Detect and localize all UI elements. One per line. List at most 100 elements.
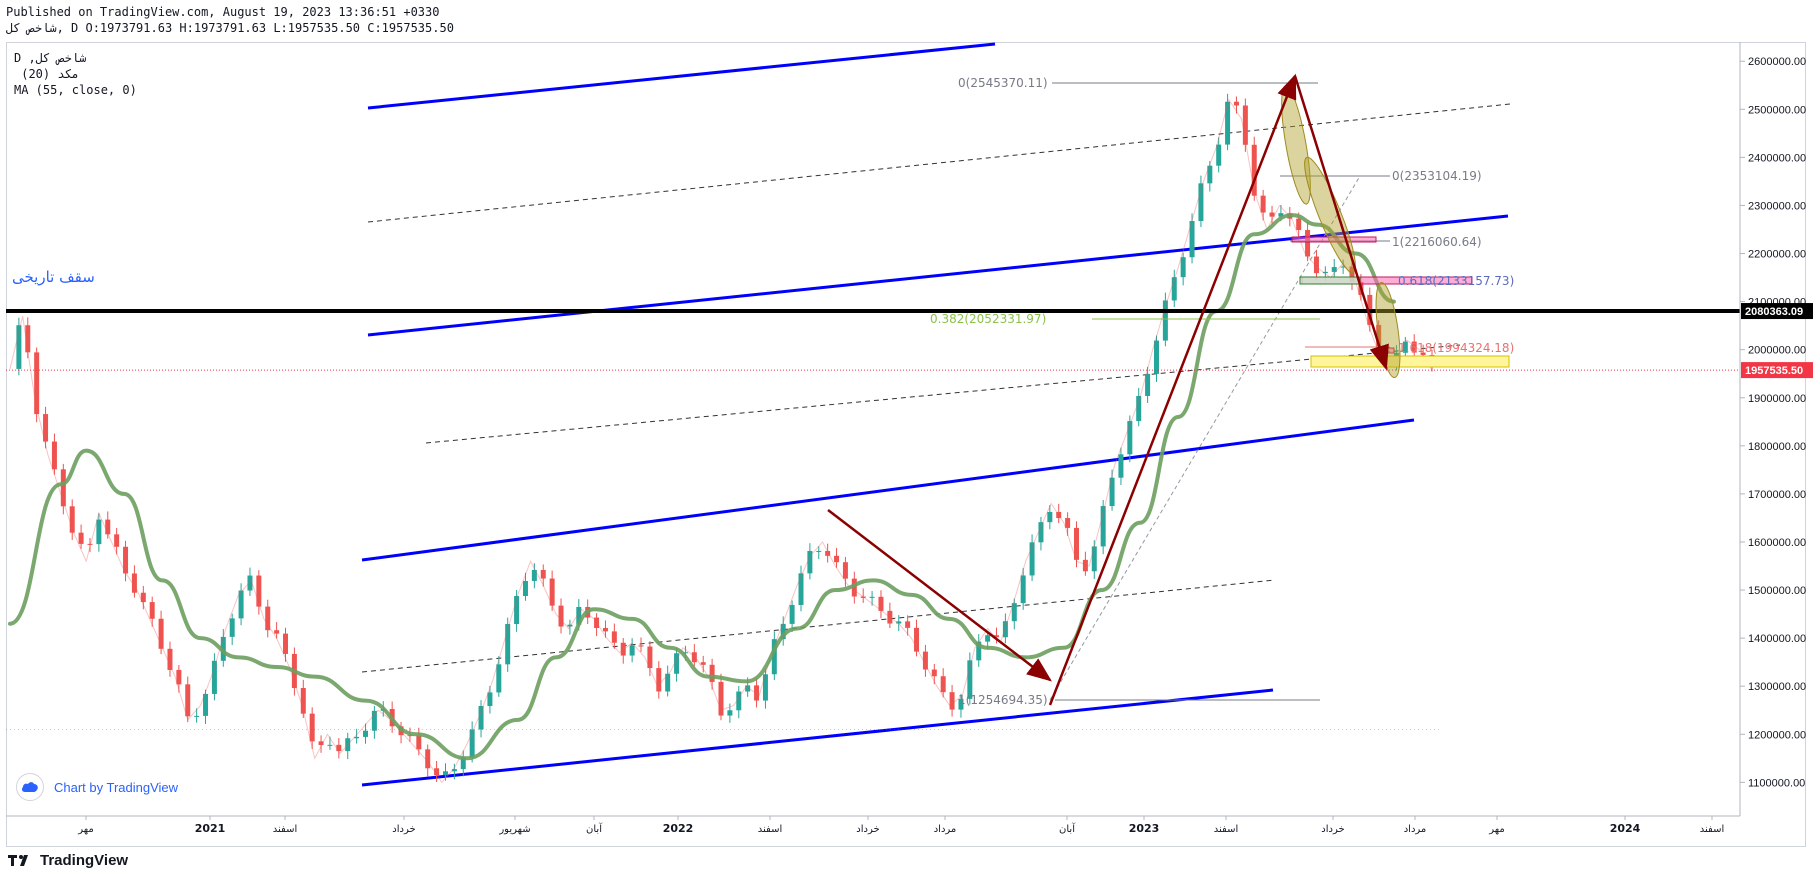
fib-guide-line <box>1049 175 1361 701</box>
candle-body <box>629 645 635 656</box>
x-tick-label: 2021 <box>195 822 226 835</box>
y-axis: 2600000.00 2500000.00 2400000.00 2300000.00… <box>1739 42 1813 816</box>
trend-arrow <box>1048 73 1297 706</box>
candle-body <box>176 669 182 685</box>
indicator-legend[interactable]: D ,شاخص کل (20) مکد MA (55, close, 0) <box>14 50 137 98</box>
candle-body <box>96 519 102 545</box>
legend-macd[interactable]: (20) مکد <box>14 67 80 81</box>
footer-logo-text[interactable]: TradingView <box>40 851 129 869</box>
candle-body <box>869 596 875 598</box>
candle-body <box>985 635 991 642</box>
candle-body <box>265 606 271 631</box>
candle-body <box>1082 559 1088 572</box>
candle-body <box>274 630 280 634</box>
x-tick-label: خرداد <box>392 824 415 835</box>
candle-body <box>1340 266 1346 268</box>
candle-body <box>754 685 760 701</box>
candle-body <box>1322 271 1328 274</box>
candle-body <box>318 741 324 746</box>
candle-body <box>478 705 484 730</box>
candle-body <box>469 729 475 758</box>
chart-frame <box>6 42 1806 847</box>
candle-body <box>105 519 111 535</box>
y-tick-label: 1800000.00 <box>1748 441 1806 453</box>
candle-body <box>594 617 600 629</box>
x-tick-label: مرداد <box>1404 824 1427 835</box>
candle-body <box>1349 266 1355 282</box>
y-tick-label: 1500000.00 <box>1748 585 1806 597</box>
candle-body <box>914 627 920 652</box>
candle-body <box>665 673 671 692</box>
candle-body <box>238 590 244 619</box>
candle-body <box>407 735 413 737</box>
y-tick-label: 1600000.00 <box>1748 537 1806 549</box>
candle-body <box>1242 105 1248 145</box>
dashed-channel-line <box>367 103 1511 223</box>
drawings-back-layer <box>361 42 1511 787</box>
price-axis-label-bg <box>1741 362 1813 379</box>
candle-body <box>60 469 66 507</box>
candle-body <box>34 352 40 415</box>
candle-body <box>1056 511 1062 519</box>
candle-body <box>1411 341 1417 353</box>
x-tick-label: اسفند <box>758 824 782 835</box>
candle-body <box>1420 352 1426 355</box>
candle-body <box>1189 220 1195 258</box>
moving-average-layer <box>8 213 1396 761</box>
fib-label-0-top: 0(2545370.11) <box>958 76 1048 90</box>
x-tick-label: اسفند <box>273 824 297 835</box>
candle-body <box>816 550 822 552</box>
highlight-ellipse <box>1375 281 1401 379</box>
candle-body <box>602 628 608 632</box>
x-tick-label: 2023 <box>1129 822 1160 835</box>
candle-body <box>140 592 146 603</box>
price-series-line <box>9 98 1433 784</box>
candle-body <box>16 325 22 369</box>
candle-body <box>434 768 440 776</box>
candle-body <box>514 596 520 624</box>
candle-body <box>1136 395 1142 422</box>
candle-body <box>1331 267 1337 272</box>
chart-by-label[interactable]: Chart by TradingView <box>54 779 179 795</box>
candle-body <box>123 546 129 574</box>
candle-body <box>211 660 217 694</box>
x-tick-label: 2024 <box>1610 822 1641 835</box>
chart-by-badge[interactable]: Chart by TradingView <box>16 772 178 802</box>
published-line: Published on TradingView.com, August 19,… <box>6 5 440 19</box>
candle-body <box>709 664 715 682</box>
support-zone-box <box>1310 355 1510 368</box>
candle-body <box>620 642 626 656</box>
legend-ma[interactable]: MA (55, close, 0) <box>14 83 137 97</box>
candle-body <box>229 618 235 637</box>
trend-arrow <box>1293 75 1389 371</box>
candle-body <box>789 604 795 624</box>
candle-body <box>256 575 262 607</box>
candle-body <box>416 735 422 750</box>
legend-symbol[interactable]: D ,شاخص کل <box>14 51 87 65</box>
candle-body <box>807 550 813 574</box>
candle-body <box>540 569 546 579</box>
candle-body <box>247 575 253 591</box>
channel-line <box>367 214 1509 337</box>
footer-logo[interactable]: TradingView <box>8 848 128 872</box>
candle-body <box>878 596 884 611</box>
x-tick-label: مرداد <box>934 824 957 835</box>
candle-body <box>718 681 724 716</box>
candle-body <box>558 605 564 627</box>
candle-body <box>727 710 733 716</box>
candle-body <box>1100 506 1106 547</box>
candle-body <box>531 569 537 581</box>
ohlc-line: شاخص کل, D O:1973791.63 H:1973791.63 L:1… <box>6 21 454 35</box>
candle-body <box>1047 511 1053 523</box>
candle-body <box>1109 477 1115 507</box>
candle-body <box>567 624 573 627</box>
candle-body <box>549 578 555 606</box>
candle-body <box>762 674 768 701</box>
candle-body <box>442 771 448 776</box>
candle-body <box>771 639 777 675</box>
candle-body <box>43 414 49 442</box>
candle-body <box>1402 341 1408 353</box>
candle-body <box>505 623 511 665</box>
candle-body <box>1029 542 1035 576</box>
